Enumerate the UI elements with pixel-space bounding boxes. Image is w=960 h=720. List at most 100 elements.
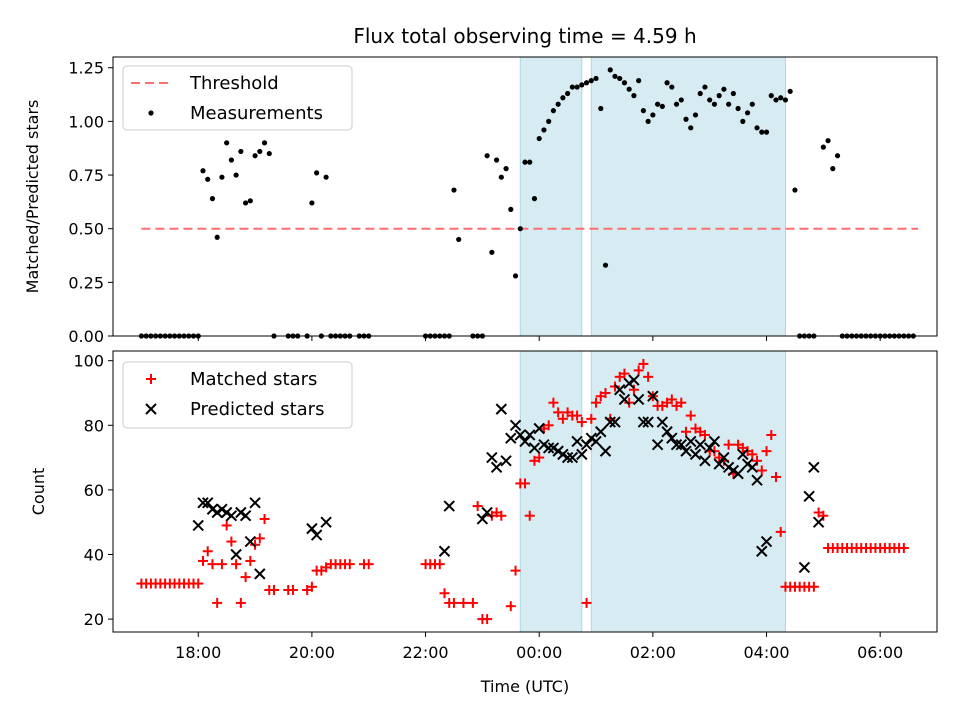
top-legend-label: Measurements [190, 103, 323, 124]
predicted-star-point [689, 448, 702, 461]
matched-star-point [306, 581, 317, 592]
top-y-tick-label: 0.00 [68, 327, 104, 346]
matched-star-point [534, 452, 545, 463]
measurement-point [669, 84, 675, 90]
measurement-point [489, 249, 495, 255]
measurement-point [726, 101, 732, 107]
predicted-star-point [618, 393, 631, 406]
bottom-panel: 20 40 60 80 100 18:00 20:00 22:00 00:00 02:00 04:… [29, 350, 938, 696]
measurement-point [257, 148, 263, 155]
measurement-point [314, 170, 320, 176]
matched-star-point [770, 471, 781, 482]
measurement-point [569, 84, 575, 90]
matched-star-point [624, 397, 635, 408]
predicted-star-point [566, 451, 579, 464]
matched-star-point [898, 543, 909, 554]
top-legend-label: Threshold [189, 73, 279, 94]
x-axis-label: Time (UTC) [480, 677, 569, 696]
x-tick-label: 18:00 [175, 643, 221, 662]
matched-star-point [747, 449, 758, 460]
measurement-point [650, 112, 656, 118]
matched-star-point [681, 426, 692, 437]
bottom-y-tick-label: 60 [84, 481, 104, 500]
matched-star-point [202, 546, 213, 557]
predicted-star-point [505, 432, 517, 444]
measurement-point [550, 108, 557, 114]
measurement-point [763, 129, 770, 135]
measurement-point [654, 101, 661, 107]
predicted-star-point [604, 416, 616, 428]
predicted-star-point [225, 510, 238, 522]
top-y-tick-label: 0.75 [68, 166, 104, 185]
predicted-star-point [708, 435, 721, 448]
measurement-point [683, 116, 689, 122]
measurement-point [309, 200, 315, 206]
measurement-point [754, 125, 760, 131]
measurement-point [522, 159, 528, 165]
matched-star-point [254, 533, 265, 544]
measurement-point [546, 118, 552, 124]
predicted-star-point [490, 461, 503, 473]
measurement-point [825, 138, 831, 144]
matched-star-point [699, 429, 710, 440]
predicted-star-point [486, 451, 498, 464]
observing-window-1 [519, 350, 583, 633]
matched-star-point [586, 413, 597, 424]
measurement-point [782, 97, 789, 103]
measurement-point [759, 129, 765, 135]
measurement-point [531, 196, 538, 202]
matched-star-point [269, 585, 280, 596]
measurement-point [238, 148, 244, 155]
measurement-point [820, 144, 826, 150]
measurement-point [224, 140, 230, 146]
bottom-y-tick-label: 100 [73, 352, 104, 371]
measurement-point [707, 97, 713, 103]
matched-star-point [467, 597, 478, 608]
top-axes-frame [112, 56, 938, 337]
measurement-point [664, 80, 670, 86]
measurement-point [631, 93, 637, 99]
count-points [136, 358, 909, 625]
matched-star-point [520, 478, 530, 489]
top-y-tick-label: 1.00 [68, 112, 104, 131]
measurement-point [242, 200, 249, 206]
measurement-point [512, 273, 519, 279]
top-legend: Threshold Measurements [122, 65, 353, 131]
measurement-point [579, 82, 585, 88]
matched-star-point [250, 539, 261, 550]
bottom-legend: Matched stars Predicted stars [122, 361, 353, 429]
predicted-star-point [192, 519, 204, 532]
bottom-y-axis-label: Count [29, 468, 48, 516]
measurement-point [527, 159, 533, 165]
measurement-point [692, 112, 699, 118]
predicted-star-point [438, 545, 451, 557]
measurement-point [451, 187, 457, 193]
matched-star-point [287, 585, 298, 596]
measurement-point [607, 67, 613, 73]
matched-star-point [212, 597, 223, 608]
matched-star-point [576, 417, 587, 428]
predicted-star-point [509, 419, 522, 431]
matched-star-point [197, 555, 208, 566]
measurement-point [735, 105, 741, 112]
measurement-point [583, 80, 590, 86]
matched-star-point [685, 410, 696, 421]
predicted-star-point [528, 442, 541, 454]
matched-star-point [226, 536, 237, 547]
matched-star-point [581, 597, 592, 608]
predicted-star-point [699, 455, 711, 467]
x-tick-label: 20:00 [289, 643, 335, 662]
x-tick-label: 06:00 [857, 643, 903, 662]
measurement-point [659, 103, 665, 109]
bottom-y-tick-label: 40 [84, 545, 104, 564]
measurement-point [598, 105, 604, 112]
matched-star-point [524, 510, 535, 521]
measurement-point [247, 198, 253, 204]
measurement-point [498, 174, 504, 180]
measurement-point [626, 86, 632, 92]
measurement-point [697, 90, 703, 97]
matched-star-point [628, 384, 639, 395]
predicted-star-point [685, 435, 697, 448]
matched-star-point [619, 368, 630, 379]
predicted-star-point [680, 445, 692, 457]
